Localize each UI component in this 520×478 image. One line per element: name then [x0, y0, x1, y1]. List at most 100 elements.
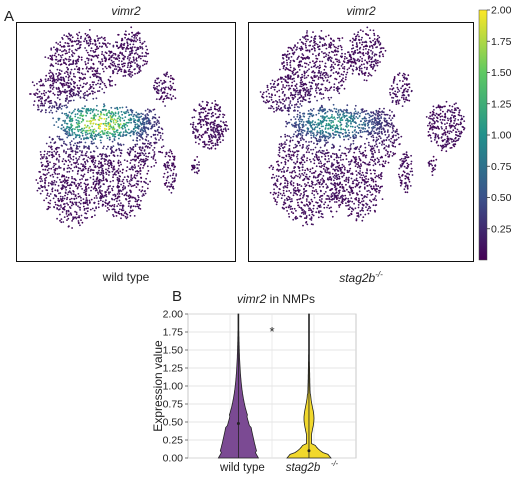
umap-cell-point: [114, 135, 117, 138]
umap-cell-point: [67, 176, 70, 179]
umap-cell-point: [102, 179, 105, 182]
umap-cell-point: [78, 71, 81, 74]
umap-cell-point: [311, 172, 313, 175]
umap-cell-point: [88, 39, 91, 42]
umap-cell-point: [78, 120, 80, 123]
umap-cell-point: [136, 72, 139, 75]
umap-cell-point: [289, 61, 292, 64]
umap-cell-point: [43, 150, 46, 153]
umap-cell-point: [299, 38, 302, 41]
umap-cell-point: [86, 82, 88, 84]
umap-cell-point: [318, 52, 321, 55]
umap-cell-point: [118, 149, 121, 152]
umap-cell-point: [352, 37, 354, 40]
umap-cell-point: [323, 206, 326, 209]
umap-cell-point: [75, 185, 77, 188]
umap-cell-point: [102, 68, 104, 70]
umap-cell-point: [350, 121, 352, 123]
umap-cell-point: [297, 93, 299, 96]
umap-cell-point: [313, 41, 316, 44]
umap-cell-point: [290, 154, 293, 157]
umap-cell-point: [331, 215, 334, 218]
umap-cell-point: [155, 141, 158, 144]
umap-cell-point: [371, 56, 374, 59]
umap-cell-point: [103, 132, 106, 135]
umap-cell-point: [329, 56, 332, 59]
umap-cell-point: [355, 135, 358, 137]
umap-cell-point: [96, 104, 98, 107]
umap-cell-point: [273, 88, 276, 91]
umap-cell-point: [220, 129, 222, 132]
umap-cell-point: [343, 68, 346, 70]
umap-cell-point: [120, 70, 123, 73]
umap-cell-point: [98, 125, 100, 128]
umap-cell-point: [81, 169, 84, 172]
umap-cell-point: [57, 63, 60, 65]
umap-cell-point: [113, 68, 116, 71]
umap-cell-point: [120, 149, 123, 152]
umap-cell-point: [74, 94, 77, 97]
umap-cell-point: [49, 102, 51, 105]
umap-cell-point: [367, 52, 370, 54]
umap-cell-point: [320, 215, 323, 218]
umap-cell-point: [77, 71, 79, 73]
umap-cell-point: [286, 186, 289, 189]
umap-cell-point: [127, 185, 130, 187]
umap-cell-point: [369, 56, 371, 58]
umap-cell-point: [120, 60, 123, 63]
umap-cell-point: [58, 205, 60, 207]
umap-cell-point: [75, 144, 78, 147]
umap-cell-point: [373, 38, 376, 40]
umap-cell-point: [49, 86, 52, 89]
umap-cell-point: [88, 199, 91, 202]
umap-cell-point: [340, 46, 343, 49]
umap-cell-point: [127, 128, 130, 131]
umap-cell-point: [320, 123, 323, 125]
umap-cell-point: [297, 118, 300, 121]
umap-cell-point: [340, 128, 342, 131]
umap-cell-point: [116, 197, 119, 200]
umap-cell-point: [321, 177, 324, 180]
umap-cell-point: [144, 60, 147, 63]
umap-cell-point: [337, 120, 340, 122]
umap-cell-point: [40, 175, 42, 178]
umap-cell-point: [214, 128, 217, 131]
umap-cell-point: [62, 77, 65, 79]
umap-cell-point: [308, 141, 310, 143]
umap-cell-point: [194, 134, 197, 137]
umap-cell-point: [69, 143, 72, 146]
umap-cell-point: [106, 207, 109, 209]
umap-cell-point: [333, 158, 336, 161]
umap-cell-point: [295, 124, 297, 127]
umap-cell-point: [42, 173, 45, 176]
umap-cell-point: [129, 62, 132, 65]
umap-cell-point: [318, 48, 321, 51]
umap-cell-point: [105, 122, 108, 125]
umap-cell-point: [105, 168, 107, 171]
umap-cell-point: [283, 166, 285, 169]
umap-cell-point: [308, 130, 311, 133]
umap-cell-point: [78, 136, 81, 139]
umap-cell-point: [315, 87, 317, 90]
umap-cell-point: [323, 72, 326, 74]
umap-cell-point: [105, 134, 108, 137]
umap-cell-point: [89, 122, 92, 124]
umap-cell-point: [332, 103, 335, 106]
umap-cell-point: [163, 97, 166, 100]
umap-cell-point: [107, 42, 109, 44]
umap-cell-point: [336, 58, 338, 61]
umap-cell-point: [153, 153, 156, 156]
umap-cell-point: [74, 178, 76, 181]
umap-cell-point: [44, 174, 47, 177]
umap-cell-point: [195, 129, 198, 132]
umap-cell-point: [68, 95, 71, 98]
umap-cell-point: [81, 78, 84, 81]
umap-cell-point: [152, 157, 155, 160]
umap-cell-point: [336, 113, 339, 115]
umap-cell-point: [96, 165, 99, 168]
umap-cell-point: [75, 197, 78, 200]
umap-cell-point: [321, 73, 324, 76]
umap-cell-point: [309, 61, 311, 64]
umap-cell-point: [58, 173, 60, 175]
umap-cell-point: [76, 68, 79, 71]
